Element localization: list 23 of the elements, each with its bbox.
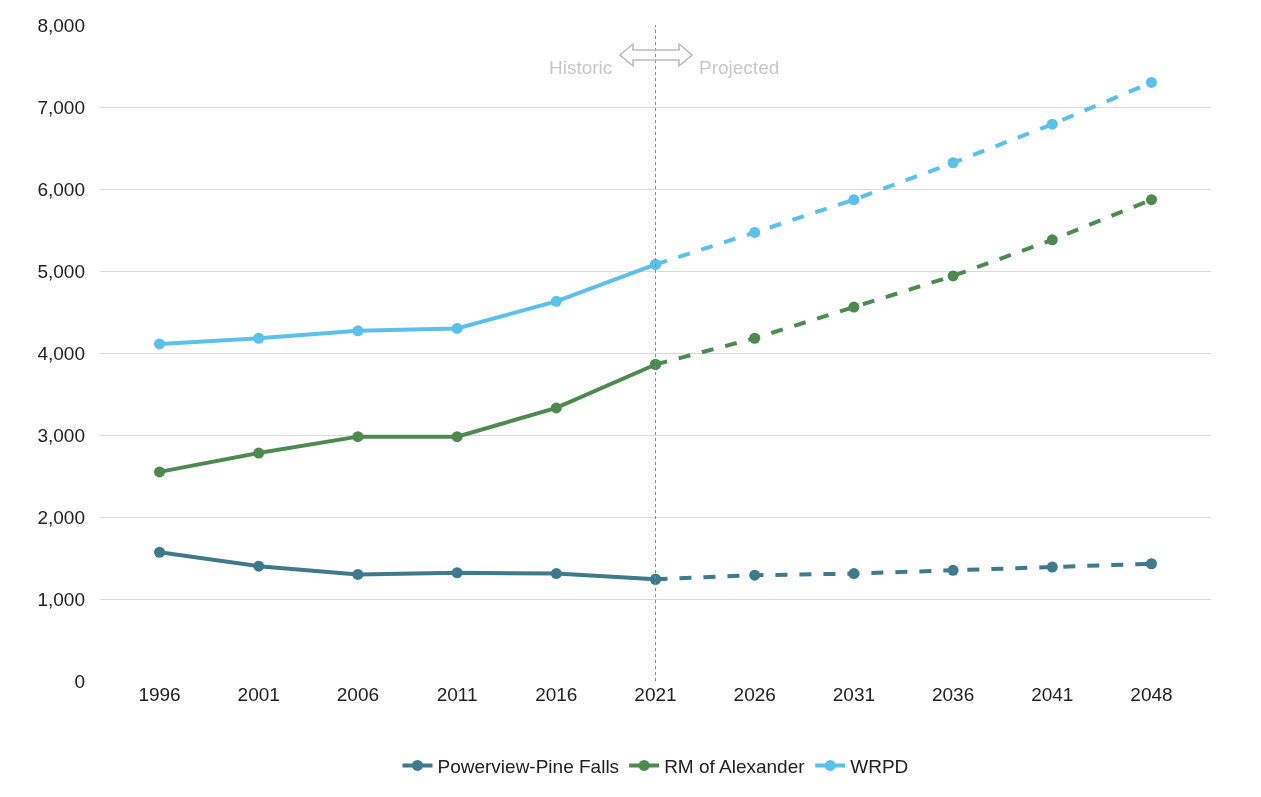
y-tick-label: 0 xyxy=(74,670,85,692)
x-tick-label: 2016 xyxy=(535,684,578,705)
y-tick-label: 6,000 xyxy=(37,178,85,200)
x-tick-label: 2026 xyxy=(733,684,776,705)
y-tick-label: 2,000 xyxy=(37,506,85,528)
legend-label: Powerview-Pine Falls xyxy=(437,755,620,777)
x-tick-label: 2021 xyxy=(634,684,677,705)
legend-label: WRPD xyxy=(850,755,909,777)
y-tick-label: 8,000 xyxy=(37,14,85,36)
x-tick-label: 2031 xyxy=(832,684,876,705)
y-tick-label: 4,000 xyxy=(37,342,85,364)
x-tick-label: 2048 xyxy=(1130,684,1173,705)
x-tick-label: 2011 xyxy=(436,684,478,705)
x-tick-label: 2006 xyxy=(336,684,380,705)
x-tick-label: 2001 xyxy=(237,684,280,705)
x-tick-label: 1996 xyxy=(138,684,181,705)
legend-label: RM of Alexander xyxy=(664,755,806,777)
y-tick-label: 1,000 xyxy=(37,588,85,610)
y-tick-label: 5,000 xyxy=(37,260,85,282)
y-tick-label: 3,000 xyxy=(37,424,85,446)
x-tick-label: 2036 xyxy=(931,684,975,705)
x-tick-label: 2041 xyxy=(1031,684,1074,705)
y-tick-label: 7,000 xyxy=(37,96,85,118)
